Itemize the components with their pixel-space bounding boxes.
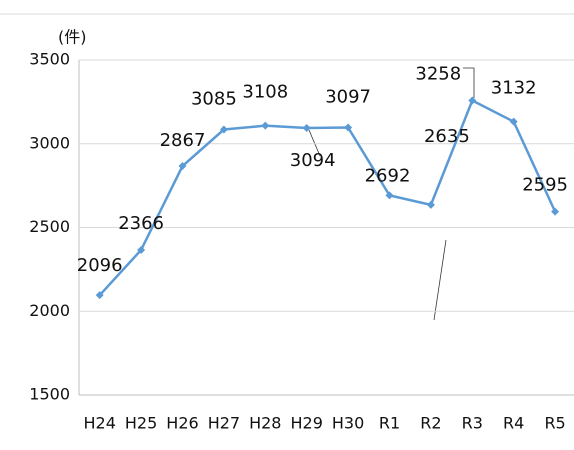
- data-label: 2867: [160, 130, 206, 151]
- data-label: 3094: [290, 150, 336, 171]
- x-tick-label: H24: [84, 414, 116, 433]
- x-tick-label: R4: [503, 414, 524, 433]
- marker: [261, 121, 270, 130]
- x-tick-label: R1: [379, 414, 400, 433]
- y-tick-label: 3000: [29, 133, 70, 152]
- marker: [509, 117, 518, 126]
- x-tick-label: H29: [291, 414, 323, 433]
- y-tick-label: 3500: [29, 50, 70, 69]
- marker: [385, 191, 394, 200]
- data-label: 3132: [491, 78, 537, 99]
- data-label: 2366: [118, 213, 164, 234]
- marker: [426, 200, 435, 209]
- data-label: 2635: [424, 126, 470, 147]
- y-tick-label: 1500: [29, 385, 70, 404]
- y-tick-label: 2500: [29, 217, 70, 236]
- x-tick-label: H28: [249, 414, 281, 433]
- data-label: 3258: [415, 64, 461, 85]
- x-tick-label: H27: [208, 414, 240, 433]
- data-label: 2692: [365, 165, 411, 186]
- x-tick-label: R2: [420, 414, 441, 433]
- data-label: 2595: [522, 175, 568, 196]
- data-label: 3108: [242, 82, 288, 103]
- x-tick-label: H26: [166, 414, 198, 433]
- series-line: [98, 98, 557, 297]
- marker: [468, 96, 477, 105]
- x-tick-label: H30: [332, 414, 364, 433]
- leader-line: [308, 129, 321, 157]
- marker: [95, 291, 104, 300]
- x-tick-label: R5: [544, 414, 565, 433]
- x-tick-label: R3: [462, 414, 483, 433]
- leader-line: [463, 67, 475, 98]
- data-label: 2096: [77, 255, 123, 276]
- x-tick-label: H25: [125, 414, 157, 433]
- data-label: 3085: [191, 89, 237, 110]
- marker: [219, 125, 228, 134]
- marker: [137, 245, 146, 254]
- marker: [302, 124, 311, 133]
- marker: [551, 207, 560, 216]
- y-tick-label: 2000: [29, 301, 70, 320]
- unit-label: (件): [58, 28, 87, 47]
- marker: [344, 123, 353, 132]
- leader-line: [433, 239, 447, 321]
- data-label: 3097: [325, 87, 371, 108]
- marker: [178, 162, 187, 171]
